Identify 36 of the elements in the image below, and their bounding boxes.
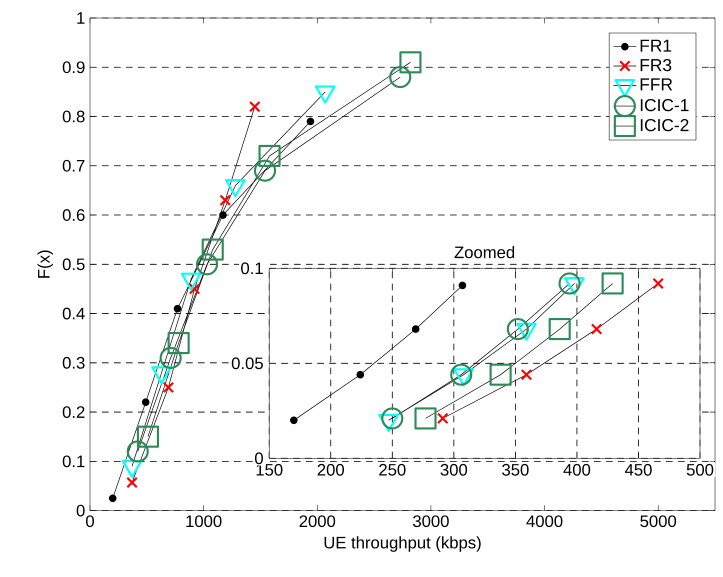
legend-label: FFR: [640, 78, 672, 90]
y-tick-label: 0.05: [232, 357, 263, 370]
y-tick-label: 0: [76, 504, 85, 517]
y-tick-label: 0.2: [62, 406, 84, 418]
y-tick-label: 1: [77, 12, 84, 24]
x-tick-label: 450: [624, 464, 652, 476]
x-tick-label: 350: [502, 464, 529, 476]
legend-label: ICIC-1: [640, 98, 688, 112]
x-tick-label: 300: [440, 464, 468, 476]
x-axis-title: UE throughput (kbps): [324, 536, 481, 552]
legend-label: FR3: [640, 58, 672, 72]
y-tick-label: 0: [254, 452, 263, 464]
legend-label: FR1: [640, 40, 672, 52]
x-tick-label: 150: [256, 464, 282, 476]
y-axis-title: F(x): [37, 250, 53, 278]
chart-title: Zoomed: [454, 246, 514, 258]
y-tick-label: 0.4: [62, 308, 85, 320]
x-tick-label: 400: [563, 464, 590, 476]
x-tick-label: 1000: [186, 515, 222, 528]
x-tick-label: 5000: [640, 515, 676, 528]
legend-label: ICIC-2: [640, 118, 688, 132]
y-tick-label: 0.3: [62, 356, 85, 369]
x-tick-label: 200: [318, 464, 344, 476]
y-tick-label: 0.8: [62, 110, 85, 122]
y-tick-label: 0.1: [241, 262, 263, 274]
y-tick-label: 0.1: [62, 455, 84, 468]
y-tick-label: 0.9: [62, 61, 85, 74]
x-tick-label: 2000: [300, 515, 336, 528]
x-tick-label: 0: [86, 515, 94, 528]
x-tick-label: 3000: [413, 515, 449, 528]
y-tick-label: 0.7: [62, 160, 84, 172]
y-tick-label: 0.6: [62, 209, 85, 221]
y-tick-label: 0.5: [62, 258, 85, 270]
x-tick-label: 250: [379, 464, 406, 476]
x-tick-label: 4000: [526, 515, 562, 528]
x-tick-label: 500: [686, 464, 714, 476]
